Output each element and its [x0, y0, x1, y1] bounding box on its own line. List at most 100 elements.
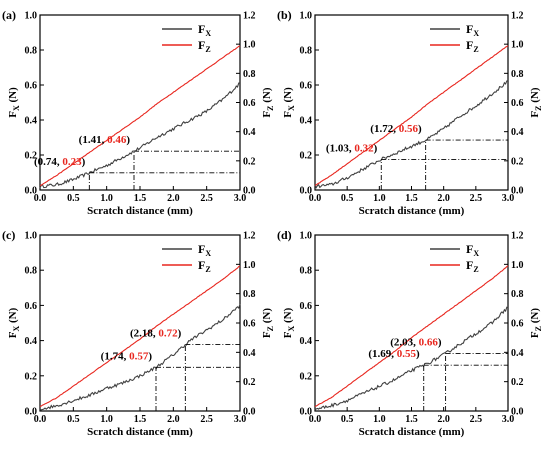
x-tick-label: 1.5 [405, 414, 418, 425]
chart-panel-4: 0.0 0.5 1.0 1.5 2.0 2.5 3.00.00.20.40.60.81.00… [277, 228, 543, 438]
panel-label: (b) [277, 8, 292, 22]
y-right-tick-label: 0.8 [243, 69, 256, 80]
y-right-tick-label: 1.0 [511, 40, 524, 51]
y-right-axis-title: FZ (N) [261, 308, 275, 338]
y-right-tick-label: 1.2 [511, 11, 524, 22]
series-line-fz [39, 265, 241, 407]
x-tick-label: 0.5 [341, 414, 354, 425]
y-right-tick-label: 0.4 [243, 348, 256, 359]
x-axis-title: Scratch distance (mm) [87, 205, 193, 217]
y-left-axis-title: FX (N) [282, 307, 296, 338]
annotation-label: (0.74, 0.23) [34, 156, 86, 168]
y-right-tick-label: 0.6 [511, 319, 524, 330]
y-right-tick-label: 0.6 [243, 98, 256, 109]
y-right-tick-label: 1.0 [511, 260, 524, 271]
y-left-tick-label: 1.0 [300, 231, 313, 242]
x-tick-label: 3.0 [502, 193, 515, 204]
legend-label: FZ [198, 38, 211, 54]
y-right-tick-label: 0.2 [511, 156, 524, 167]
y-left-tick-label: 1.0 [25, 11, 38, 22]
y-left-tick-label: 0.4 [300, 336, 313, 347]
chart-panel-2: 0.0 0.5 1.0 1.5 2.0 2.5 3.00.00.20.40.60.81.00… [277, 8, 543, 217]
y-right-tick-label: 1.2 [243, 11, 256, 22]
series-line-fx [314, 306, 509, 411]
series-line-fz [314, 45, 509, 186]
y-left-axis-title: FX (N) [7, 307, 21, 338]
x-axis-title: Scratch distance (mm) [359, 205, 465, 217]
legend-label: FX [198, 242, 211, 258]
annotation-label: (1.74, 0.57) [101, 350, 153, 362]
y-right-tick-label: 0.0 [511, 186, 524, 197]
y-right-tick-label: 0.4 [511, 127, 524, 138]
x-tick-label: 2.0 [167, 414, 180, 425]
legend-label: FZ [466, 38, 479, 54]
y-right-tick-label: 0.6 [511, 98, 524, 109]
y-right-tick-label: 0.0 [243, 186, 256, 197]
panel-label: (c) [2, 228, 15, 242]
series-line-fz [39, 45, 241, 187]
x-tick-label: 0.5 [341, 193, 354, 204]
y-left-tick-label: 0.0 [25, 186, 38, 197]
y-left-axis-title: FX (N) [282, 87, 296, 118]
x-tick-label: 0.0 [34, 193, 47, 204]
y-right-tick-label: 1.2 [511, 231, 524, 242]
x-tick-label: 1.0 [373, 414, 386, 425]
x-tick-label: 1.5 [134, 414, 147, 425]
y-left-tick-label: 0.2 [25, 151, 38, 162]
y-left-tick-label: 0.8 [300, 46, 313, 57]
y-left-tick-label: 0.0 [300, 186, 313, 197]
annotation-label: (1.03, 0.32) [326, 142, 378, 154]
x-tick-label: 2.0 [437, 414, 450, 425]
y-right-tick-label: 0.4 [243, 127, 256, 138]
y-right-tick-label: 0.6 [243, 319, 256, 330]
x-tick-label: 1.5 [134, 193, 147, 204]
x-tick-label: 0.0 [309, 193, 322, 204]
x-tick-label: 3.0 [234, 193, 247, 204]
y-right-tick-label: 0.8 [511, 69, 524, 80]
series-line-fx [39, 82, 241, 189]
y-left-tick-label: 0.2 [300, 371, 313, 382]
y-left-tick-label: 0.2 [300, 151, 313, 162]
y-left-tick-label: 0.2 [25, 371, 38, 382]
y-right-tick-label: 1.0 [243, 40, 256, 51]
y-right-tick-label: 1.2 [243, 231, 256, 242]
y-left-tick-label: 0.4 [25, 116, 38, 127]
annotation-label: (1.41, 0.46) [79, 134, 131, 146]
y-right-axis-title: FZ (N) [261, 87, 275, 117]
x-tick-label: 2.5 [470, 414, 483, 425]
x-tick-label: 0.5 [67, 193, 80, 204]
y-left-tick-label: 0.6 [25, 301, 38, 312]
y-right-tick-label: 0.2 [511, 377, 524, 388]
y-right-axis-title: FZ (N) [529, 87, 543, 117]
legend-label: FZ [198, 258, 211, 274]
x-tick-label: 0.5 [67, 414, 80, 425]
x-tick-label: 1.0 [100, 193, 113, 204]
chart-panel-3: 0.0 0.5 1.0 1.5 2.0 2.5 3.00.00.20.40.60.81.00… [2, 228, 275, 438]
plot-frame [39, 234, 241, 412]
panel-label: (d) [277, 228, 292, 242]
legend-label: FX [198, 22, 211, 38]
x-tick-label: 0.0 [34, 414, 47, 425]
y-left-tick-label: 0.8 [300, 266, 313, 277]
plot-frame [314, 14, 509, 191]
y-left-tick-label: 1.0 [25, 231, 38, 242]
chart-panel-1: 0.0 0.5 1.0 1.5 2.0 2.5 3.00.00.20.40.60.81.00… [2, 8, 275, 217]
annotation-label: (2.18, 0.72) [130, 328, 182, 340]
y-left-tick-label: 0.8 [25, 46, 38, 57]
y-left-tick-label: 0.4 [300, 116, 313, 127]
x-axis-title: Scratch distance (mm) [87, 426, 193, 438]
y-right-tick-label: 1.0 [243, 260, 256, 271]
annotation-label: (2.03, 0.66) [390, 336, 442, 348]
y-right-tick-label: 0.2 [243, 377, 256, 388]
x-tick-label: 1.5 [405, 193, 418, 204]
y-right-tick-label: 0.8 [511, 289, 524, 300]
annotation-label: (1.69, 0.55) [368, 348, 420, 360]
series-line-fz [314, 265, 509, 408]
x-tick-label: 3.0 [234, 414, 247, 425]
panel-label: (a) [2, 8, 16, 22]
y-left-tick-label: 0.8 [25, 266, 38, 277]
series-line-fx [39, 303, 241, 411]
legend-label: FX [466, 22, 479, 38]
legend-label: FX [466, 242, 479, 258]
